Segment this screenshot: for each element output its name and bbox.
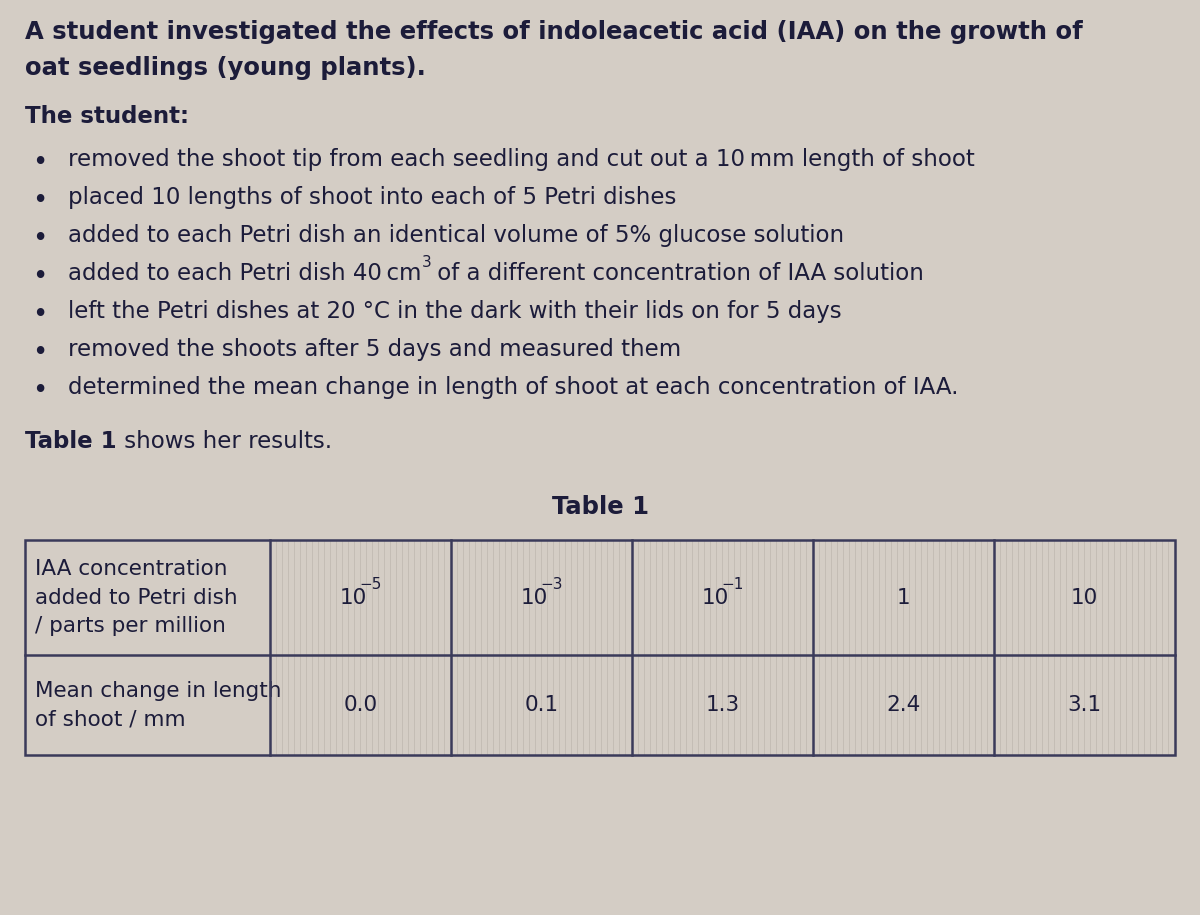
Text: −5: −5 — [359, 577, 382, 592]
Text: 10: 10 — [1070, 587, 1098, 608]
Text: Table 1: Table 1 — [25, 430, 116, 453]
Text: IAA concentration
added to Petri dish
/ parts per million: IAA concentration added to Petri dish / … — [35, 559, 238, 636]
Text: −1: −1 — [721, 577, 744, 592]
Text: •: • — [32, 302, 47, 328]
Text: 10: 10 — [702, 587, 730, 608]
Text: 1.3: 1.3 — [706, 695, 739, 715]
Text: 10: 10 — [340, 587, 367, 608]
Text: determined the mean change in length of shoot at each concentration of IAA.: determined the mean change in length of … — [68, 376, 959, 399]
Text: 3: 3 — [421, 255, 431, 270]
Text: added to each Petri dish an identical volume of 5% glucose solution: added to each Petri dish an identical vo… — [68, 224, 844, 247]
Text: •: • — [32, 378, 47, 404]
Text: of a different concentration of IAA solution: of a different concentration of IAA solu… — [431, 262, 924, 285]
Text: added to each Petri dish 40 cm: added to each Petri dish 40 cm — [68, 262, 421, 285]
Text: 1: 1 — [896, 587, 911, 608]
Text: removed the shoot tip from each seedling and cut out a 10 mm length of shoot: removed the shoot tip from each seedling… — [68, 148, 974, 171]
Bar — [25, 540, 1175, 755]
Text: oat seedlings (young plants).: oat seedlings (young plants). — [25, 56, 426, 80]
Text: −3: −3 — [540, 577, 563, 592]
Text: 2.4: 2.4 — [887, 695, 920, 715]
Text: 0.1: 0.1 — [524, 695, 558, 715]
Text: •: • — [32, 150, 47, 176]
Text: •: • — [32, 188, 47, 214]
Text: A student investigated the effects of indoleacetic acid (IAA) on the growth of: A student investigated the effects of in… — [25, 20, 1082, 44]
Text: shows her results.: shows her results. — [116, 430, 331, 453]
Text: The student:: The student: — [25, 105, 190, 128]
Text: removed the shoots after 5 days and measured them: removed the shoots after 5 days and meas… — [68, 338, 682, 361]
Text: •: • — [32, 264, 47, 290]
Text: Table 1: Table 1 — [552, 495, 648, 519]
Text: 0.0: 0.0 — [343, 695, 378, 715]
Text: Mean change in length
of shoot / mm: Mean change in length of shoot / mm — [35, 681, 282, 729]
Text: left the Petri dishes at 20 °C in the dark with their lids on for 5 days: left the Petri dishes at 20 °C in the da… — [68, 300, 841, 323]
Text: •: • — [32, 340, 47, 366]
Text: 10: 10 — [521, 587, 548, 608]
Text: •: • — [32, 226, 47, 252]
Text: 3.1: 3.1 — [1068, 695, 1102, 715]
Text: placed 10 lengths of shoot into each of 5 Petri dishes: placed 10 lengths of shoot into each of … — [68, 186, 677, 209]
